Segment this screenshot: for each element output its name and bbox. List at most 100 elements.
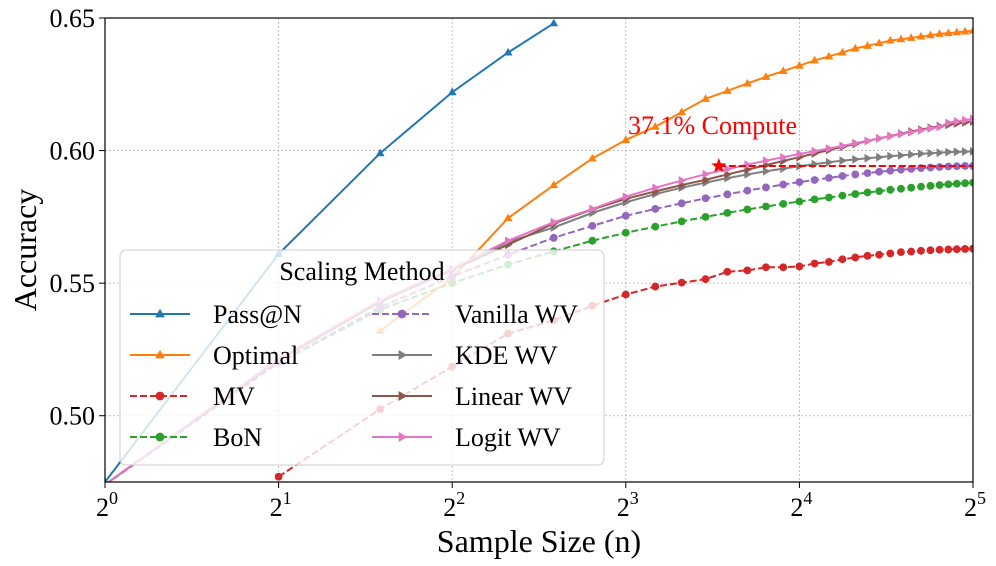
data-point-optimal	[874, 38, 884, 47]
y-tick-label: 0.60	[50, 137, 96, 166]
data-point-kde-wv	[962, 147, 970, 157]
legend-label: Optimal	[213, 341, 298, 370]
data-point-logit-wv	[962, 115, 970, 125]
y-tick-label: 0.65	[50, 4, 96, 33]
data-point-optimal	[503, 213, 513, 222]
x-tick-base: 2	[96, 493, 109, 522]
y-tick-label: 0.50	[50, 402, 96, 431]
legend-label: Linear WV	[455, 382, 572, 411]
data-point-bon	[824, 193, 833, 202]
data-point-bon	[762, 202, 770, 211]
data-point-bon	[944, 180, 953, 189]
data-point-logit-wv	[887, 131, 895, 141]
data-point-optimal	[916, 31, 926, 40]
data-point-logit-wv	[724, 164, 732, 174]
data-point-logit-wv	[876, 134, 884, 143]
data-point-mv	[917, 246, 925, 255]
data-point-mv	[743, 266, 752, 275]
x-tick-label: 22	[443, 488, 465, 522]
data-point-vanilla-wv	[588, 221, 597, 230]
data-point-logit-wv	[762, 156, 771, 166]
x-tick-base: 2	[617, 493, 630, 522]
data-point-bon	[851, 190, 860, 198]
data-point-logit-wv	[550, 217, 559, 227]
data-point-vanilla-wv	[779, 180, 788, 189]
data-point-vanilla-wv	[897, 165, 905, 174]
data-point-bon	[926, 181, 935, 190]
series-group	[105, 18, 973, 482]
data-point-mv	[897, 248, 905, 257]
data-point-optimal	[850, 43, 860, 52]
data-point-optimal	[549, 180, 559, 189]
data-point-bon	[588, 236, 597, 245]
data-point-optimal	[677, 107, 687, 116]
legend-label: Logit WV	[455, 423, 561, 452]
x-axis-label: Sample Size (n)	[437, 523, 641, 559]
data-point-bon	[969, 178, 973, 187]
data-point-optimal	[906, 33, 916, 41]
data-point-bon	[795, 197, 804, 206]
legend-marker	[155, 391, 165, 401]
data-point-logit-wv	[652, 183, 660, 193]
data-point-bon	[907, 183, 916, 192]
data-point-optimal	[761, 72, 771, 80]
data-point-mv	[779, 263, 788, 272]
data-point-vanilla-wv	[824, 173, 833, 182]
data-point-vanilla-wv	[875, 167, 884, 176]
x-tick-exponent: 5	[977, 488, 986, 508]
data-point-vanilla-wv	[935, 163, 944, 171]
data-point-mv	[886, 249, 895, 258]
x-tick-base: 2	[964, 493, 977, 522]
data-point-kde-wv	[852, 154, 860, 164]
data-point-pass-n	[503, 47, 513, 56]
data-point-bon	[886, 185, 895, 194]
legend-title: Scaling Method	[279, 257, 444, 286]
data-point-mv	[851, 253, 860, 262]
legend-item-linear-wv: Linear WV	[372, 382, 572, 411]
data-point-optimal	[778, 66, 788, 75]
series-line-vanilla-wv	[107, 164, 973, 482]
data-point-logit-wv	[970, 114, 973, 124]
data-point-vanilla-wv	[944, 162, 953, 171]
legend-label: Pass@N	[213, 300, 302, 329]
data-point-pass-n	[375, 148, 385, 157]
data-point-logit-wv	[744, 160, 752, 169]
data-point-optimal	[743, 78, 752, 87]
x-tick-exponent: 3	[630, 488, 639, 508]
legend-marker	[398, 432, 408, 442]
data-point-mv	[944, 245, 953, 254]
x-tick-label: 20	[96, 488, 118, 522]
data-point-vanilla-wv	[851, 170, 860, 179]
data-point-mv	[651, 282, 660, 291]
legend-label: Vanilla WV	[455, 300, 578, 329]
data-point-optimal	[885, 35, 895, 44]
data-point-optimal	[896, 34, 906, 43]
data-point-vanilla-wv	[701, 194, 710, 203]
data-point-optimal	[810, 55, 819, 64]
data-point-mv	[907, 247, 916, 256]
data-point-mv	[762, 263, 770, 272]
data-point-bon	[677, 217, 686, 226]
data-point-kde-wv	[839, 156, 848, 166]
x-tick-label: 25	[964, 488, 986, 522]
data-point-vanilla-wv	[743, 186, 752, 195]
data-point-bon	[723, 208, 732, 217]
data-point-optimal	[968, 26, 973, 34]
data-point-mv	[863, 251, 872, 260]
legend-item-kde-wv: KDE WV	[372, 341, 558, 370]
data-point-bon	[838, 191, 847, 200]
data-point-kde-wv	[864, 153, 873, 163]
data-point-kde-wv	[897, 150, 906, 160]
data-point-logit-wv	[678, 176, 687, 185]
data-point-logit-wv	[796, 149, 804, 159]
data-point-mv	[926, 246, 935, 255]
x-tick-base: 2	[790, 493, 803, 522]
compute-annotation: 37.1% Compute	[628, 111, 797, 140]
data-point-kde-wv	[970, 146, 973, 156]
data-point-vanilla-wv	[795, 178, 804, 187]
data-point-mv	[969, 244, 973, 253]
data-point-kde-wv	[953, 147, 962, 157]
data-point-mv	[677, 278, 686, 287]
x-tick-exponent: 0	[109, 488, 118, 508]
data-point-vanilla-wv	[723, 190, 732, 199]
